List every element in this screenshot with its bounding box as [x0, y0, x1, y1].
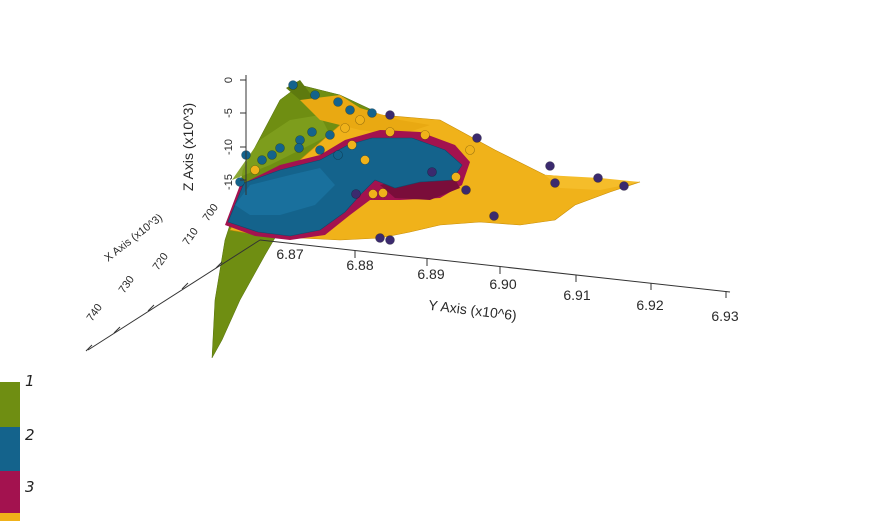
legend-swatch-4: [0, 513, 20, 521]
scatter-point: [333, 97, 343, 107]
legend-swatch-1: [0, 382, 20, 427]
scatter-point: [347, 140, 357, 150]
surface-2-shade: [235, 168, 335, 215]
scatter-point: [461, 185, 471, 195]
scatter-point: [275, 143, 285, 153]
y-tick-label: 6.93: [711, 308, 738, 324]
scatter-point: [427, 167, 437, 177]
surface-4-tail: [545, 175, 640, 190]
y-tick-label: 6.91: [563, 287, 590, 303]
y-axis-title: Y Axis (x10^6): [428, 297, 518, 324]
scatter-point: [593, 173, 603, 183]
scatter-point: [294, 143, 304, 153]
scatter-point: [325, 130, 335, 140]
z-tick-label: -15: [223, 174, 235, 190]
surface-layer-2: [227, 137, 463, 237]
scatter-point: [257, 155, 267, 165]
legend-swatch-2: [0, 427, 20, 471]
scatter-point: [250, 165, 260, 175]
x-tick-label: 700: [201, 202, 221, 224]
scatter-point: [385, 235, 395, 245]
z-axis: 0 -5 -10 -15 Z Axis (x10^3): [180, 75, 247, 195]
legend-label-3: 3: [25, 478, 35, 496]
scatter-point: [333, 150, 343, 160]
scatter-point: [619, 181, 629, 191]
y-tick-label: 6.87: [276, 246, 303, 262]
scatter-point: [545, 161, 555, 171]
scatter-point: [451, 172, 461, 182]
scatter-point: [378, 188, 388, 198]
scatter-point: [355, 115, 365, 125]
scatter-point: [307, 127, 317, 137]
x-tick-mark: [147, 304, 155, 312]
z-tick-label: 0: [223, 77, 235, 83]
x-tick-mark: [85, 344, 93, 352]
scatter-point: [367, 108, 377, 118]
scatter-point: [385, 110, 395, 120]
legend-swatch-3: [0, 471, 20, 513]
scatter-point: [368, 189, 378, 199]
scatter-point: [360, 155, 370, 165]
legend-label-2: 2: [25, 426, 35, 444]
scatter-point: [489, 211, 499, 221]
x-tick-mark: [215, 261, 223, 269]
x-tick-mark: [113, 326, 121, 334]
scatter-point: [235, 177, 245, 187]
scatter-point: [550, 178, 560, 188]
scatter-point: [340, 123, 350, 133]
scatter-point: [351, 189, 361, 199]
z-tick-label: -5: [223, 108, 235, 118]
scatter-point: [345, 105, 355, 115]
y-tick-label: 6.92: [636, 297, 663, 313]
scatter-points: [235, 80, 629, 245]
scatter-point: [267, 150, 277, 160]
legend: 1 2 3: [0, 372, 35, 521]
x-tick-mark: [181, 282, 189, 290]
scatter-point: [465, 145, 475, 155]
scatter-point: [315, 145, 325, 155]
x-axis-line: [87, 239, 261, 351]
scatter-point: [310, 90, 320, 100]
x-tick-label: 710: [181, 226, 201, 248]
legend-label-1: 1: [25, 372, 35, 390]
scatter-point: [420, 130, 430, 140]
y-axis: 6.87 6.88 6.89 6.90 6.91 6.92 6.93 Y Axi…: [259, 239, 739, 324]
y-axis-line: [259, 239, 731, 293]
z-axis-title: Z Axis (x10^3): [180, 103, 196, 191]
x-tick-label: 740: [85, 302, 105, 324]
x-axis-title: X Axis (x10^3): [102, 212, 165, 265]
scatter-point: [375, 233, 385, 243]
y-tick-label: 6.90: [489, 276, 516, 292]
x-tick-label: 720: [151, 251, 171, 273]
scatter-point: [385, 127, 395, 137]
z-tick-label: -10: [223, 139, 235, 155]
y-tick-label: 6.89: [417, 266, 444, 282]
scatter-point: [288, 80, 298, 90]
scatter-point: [295, 135, 305, 145]
y-tick-label: 6.88: [346, 257, 373, 273]
x-tick-label: 730: [117, 274, 137, 296]
surface-4-ridge: [300, 95, 430, 135]
scatter-point: [472, 133, 482, 143]
